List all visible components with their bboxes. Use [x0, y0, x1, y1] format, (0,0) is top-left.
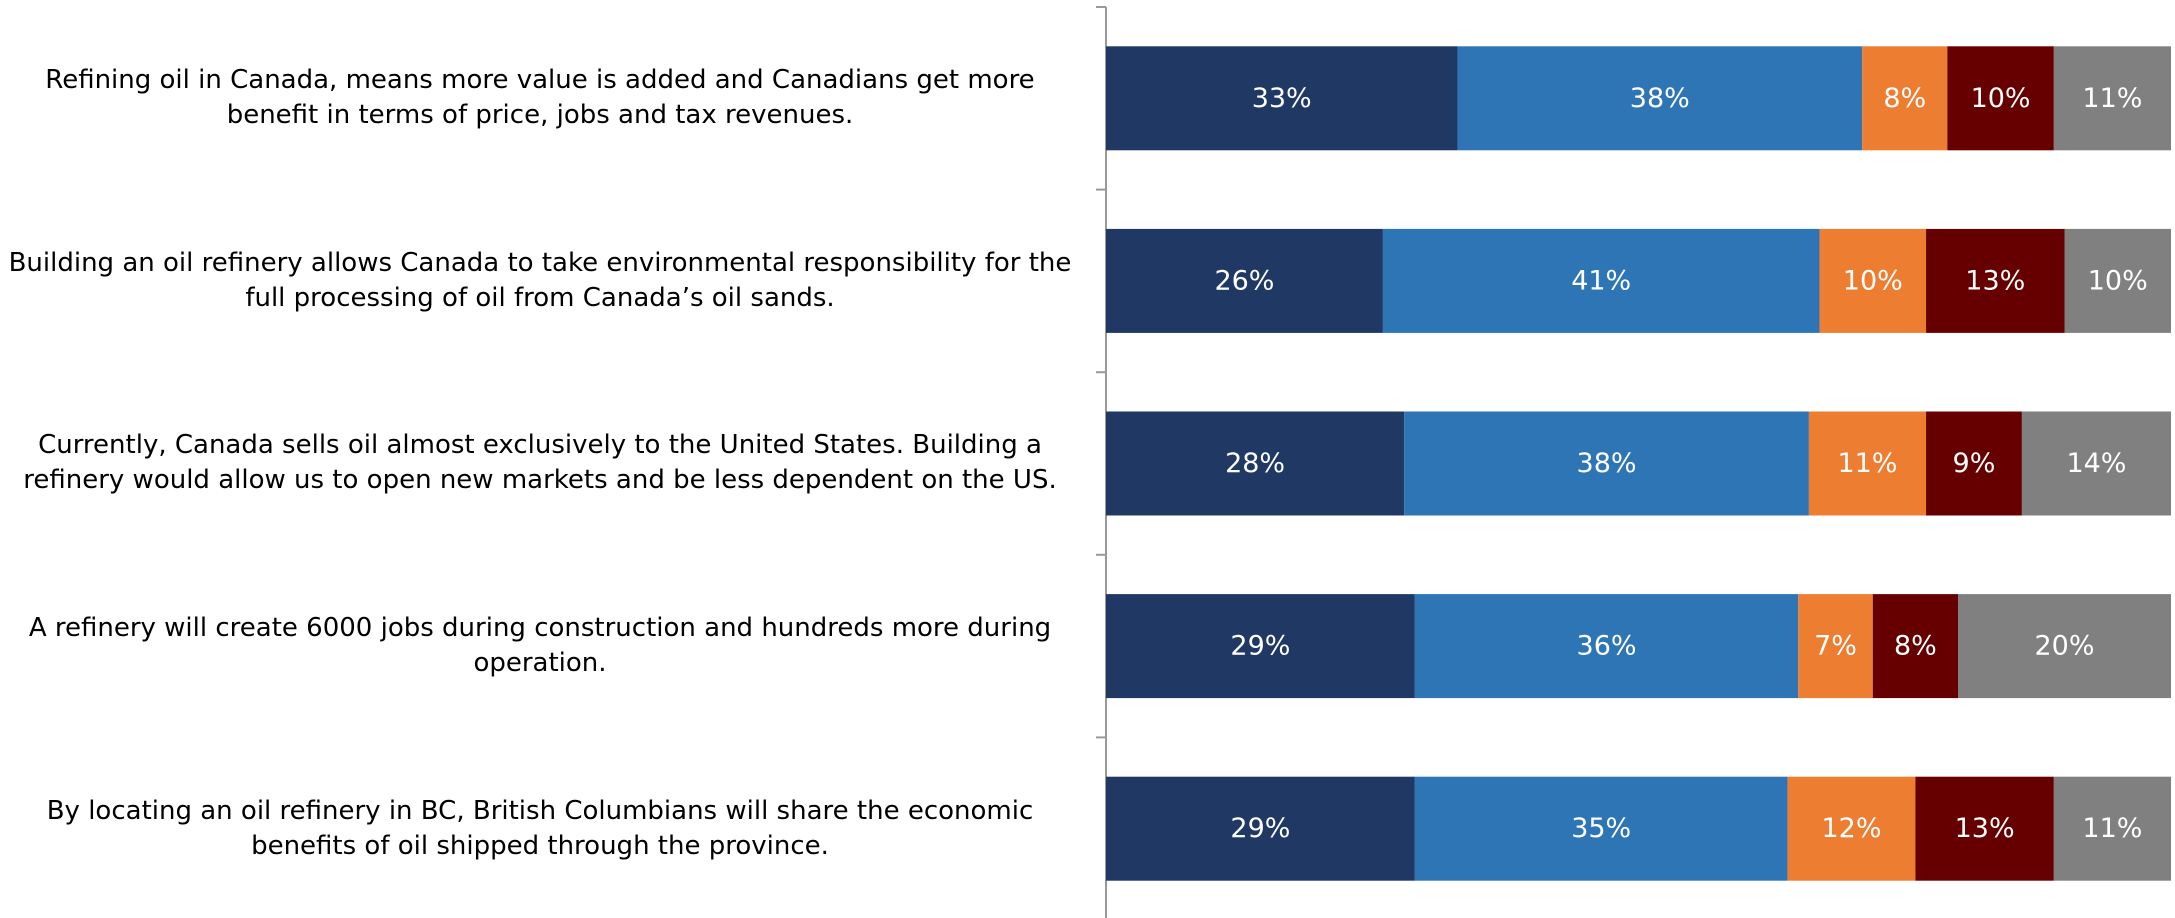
- value-label: 20%: [2034, 631, 2094, 662]
- bar-segment: [2053, 776, 2171, 881]
- category-label: Building an oil refinery allows Canada t…: [8, 247, 1072, 313]
- value-label: 10%: [1971, 83, 2031, 114]
- value-label: 12%: [1821, 813, 1881, 844]
- bar-segment: [1382, 228, 1820, 333]
- bar-segment: [1798, 594, 1873, 699]
- value-label: 13%: [1955, 813, 2015, 844]
- bar-segment: [1414, 776, 1788, 881]
- bar-segment: [1947, 46, 2054, 151]
- value-label: 11%: [1837, 448, 1897, 479]
- bar-segment: [1819, 228, 1927, 333]
- value-label: 29%: [1230, 631, 1290, 662]
- value-label: 14%: [2066, 448, 2126, 479]
- value-label: 10%: [1843, 265, 1903, 296]
- value-label: 11%: [2082, 813, 2142, 844]
- bar-segment: [1787, 776, 1916, 881]
- bar-segment: [2021, 411, 2171, 516]
- bar-segment: [1958, 594, 2171, 699]
- value-label: 8%: [1894, 631, 1937, 662]
- value-label: 41%: [1571, 265, 1631, 296]
- bar-segment: [2064, 228, 2171, 333]
- value-label: 35%: [1571, 813, 1631, 844]
- bar-segment: [1926, 228, 2065, 333]
- value-label: 8%: [1883, 83, 1926, 114]
- bar-segment: [1106, 228, 1383, 333]
- value-label: 28%: [1225, 448, 1285, 479]
- bar-segment: [1915, 776, 2054, 881]
- value-label: 7%: [1814, 631, 1857, 662]
- bar-segment: [1862, 46, 1948, 151]
- category-label: Currently, Canada sells oil almost exclu…: [23, 430, 1057, 496]
- bar-segment: [1414, 594, 1799, 699]
- bar-segment: [1106, 46, 1458, 151]
- bar-segment: [1457, 46, 1863, 151]
- value-label: 29%: [1230, 813, 1290, 844]
- bar-segment: [1872, 594, 1958, 699]
- value-label: 13%: [1965, 265, 2025, 296]
- category-label: Refining oil in Canada, means more value…: [45, 65, 1035, 131]
- value-label: 33%: [1252, 83, 1312, 114]
- bar-segment: [1106, 594, 1415, 699]
- bar-segment: [1404, 411, 1809, 516]
- value-label: 11%: [2082, 83, 2142, 114]
- bar-segment: [1926, 411, 2022, 516]
- bar-segment: [1106, 776, 1415, 881]
- value-label: 10%: [2088, 265, 2148, 296]
- value-label: 38%: [1630, 83, 1690, 114]
- value-label: 38%: [1577, 448, 1637, 479]
- value-label: 36%: [1577, 631, 1637, 662]
- bar-segment: [1808, 411, 1927, 516]
- bar-segment: [1106, 411, 1405, 516]
- value-label: 9%: [1953, 448, 1996, 479]
- bar-segment: [2053, 46, 2171, 151]
- value-label: 26%: [1214, 265, 1274, 296]
- category-label: By locating an oil refinery in BC, Briti…: [46, 795, 1034, 861]
- category-label: A refinery will create 6000 jobs during …: [28, 613, 1052, 679]
